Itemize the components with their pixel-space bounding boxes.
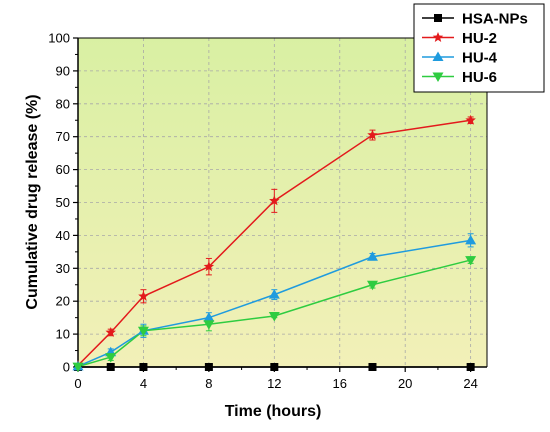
data-point-hu-6	[268, 312, 280, 322]
data-point-hsa-nps	[466, 363, 475, 371]
data-point-hu-2	[269, 195, 280, 206]
y-tick-label: 80	[56, 96, 70, 111]
x-axis-title: Time (hours)	[225, 403, 322, 420]
legend-marker-hu-4	[432, 51, 444, 61]
legend: HSA-NPs HU-2 HU-4 HU-6	[413, 3, 545, 93]
data-point-hsa-nps	[368, 363, 377, 371]
y-tick-label: 50	[56, 195, 70, 210]
data-point-hu-6	[465, 256, 477, 266]
x-tick-label: 20	[398, 376, 412, 391]
legend-label-hu-2: HU-2	[462, 30, 497, 47]
data-point-hu-6	[366, 280, 378, 291]
legend-marker-hu-6	[432, 72, 444, 82]
data-point-hu-6	[203, 320, 215, 330]
data-point-hu-2	[465, 114, 476, 125]
legend-label-hsa-nps: HSA-NPs	[462, 11, 528, 28]
x-tick-label: 4	[140, 376, 147, 391]
legend-marker-hsa-nps	[434, 14, 442, 22]
y-tick-label: 70	[56, 129, 70, 144]
legend-label-hu-4: HU-4	[462, 50, 498, 67]
x-tick-label: 8	[205, 376, 212, 391]
data-point-hu-4	[366, 251, 378, 261]
data-point-hu-4	[203, 312, 215, 322]
data-point-hu-2	[203, 261, 215, 272]
y-tick-label: 30	[56, 261, 70, 276]
x-tick-label: 0	[74, 376, 81, 391]
data-point-hsa-nps	[270, 363, 279, 371]
legend-label-hu-6: HU-6	[462, 69, 497, 86]
y-tick-label: 0	[63, 360, 70, 375]
legend-marker-hu-2	[432, 32, 444, 42]
y-tick-label: 60	[56, 162, 70, 177]
data-point-hu-2	[105, 326, 116, 337]
data-point-hu-2	[367, 129, 378, 140]
data-point-hsa-nps	[204, 363, 213, 371]
data-point-hsa-nps	[139, 363, 148, 371]
y-axis-title: Cumulative drug release (%)	[24, 94, 41, 309]
y-tick-label: 100	[48, 31, 70, 46]
data-point-hu-4	[465, 234, 477, 245]
data-point-hsa-nps	[106, 363, 115, 371]
data-point-hu-6	[137, 326, 149, 337]
data-point-hu-4	[268, 289, 280, 299]
x-tick-label: 24	[463, 376, 477, 391]
y-tick-label: 10	[56, 327, 70, 342]
data-point-hu-6	[105, 353, 117, 363]
x-tick-label: 12	[267, 376, 281, 391]
x-tick-label: 16	[333, 376, 347, 391]
data-point-hu-6	[72, 362, 84, 373]
data-point-hu-2	[138, 290, 149, 301]
y-tick-label: 40	[56, 228, 70, 243]
y-tick-label: 20	[56, 294, 70, 309]
y-tick-label: 90	[56, 63, 70, 78]
